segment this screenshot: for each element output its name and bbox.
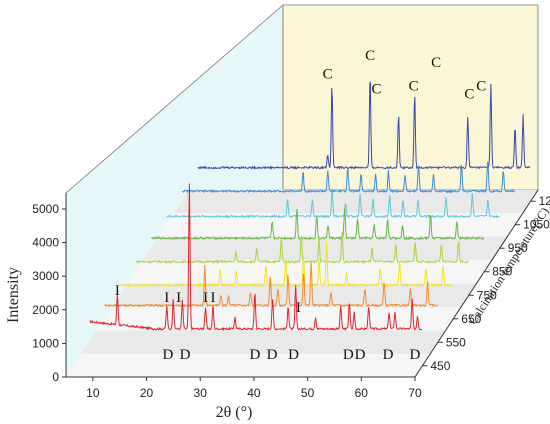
floor-band-1250 (173, 190, 539, 213)
floor-band-450 (66, 354, 431, 377)
depth-tick-label: 1050 (523, 218, 550, 232)
depth-tick-label: 850 (492, 265, 512, 279)
peak-label-D: D (343, 347, 354, 363)
series-line-450 (89, 183, 423, 332)
peak-label-C: C (372, 82, 382, 98)
series-line-750 (135, 231, 469, 265)
series-line-850 (151, 208, 485, 241)
ticks-layer: 10 20 30 40 50 60 70 0 1000 2000 3000 4000 5000 450 55… (32, 194, 550, 400)
peak-label-C: C (323, 67, 333, 83)
series-line-1250 (197, 81, 531, 171)
peak-label-I: I (176, 290, 181, 306)
x-tick-label: 40 (247, 386, 261, 400)
series-layer (89, 81, 531, 332)
peak-label-D: D (383, 347, 394, 363)
peak-label-D: D (355, 347, 366, 363)
series-line-550 (104, 261, 438, 308)
peak-label-D: D (249, 347, 260, 363)
axes-layer (65, 189, 539, 378)
peak-label-I: I (164, 290, 169, 306)
depth-tick-label: 550 (446, 335, 466, 349)
back-wall (282, 4, 539, 191)
peak-label-I: I (210, 290, 215, 306)
peak-label-D: D (162, 347, 173, 363)
peak-label-I: I (296, 300, 301, 316)
y-tick-label: 5000 (32, 202, 59, 216)
peak-label-C: C (431, 55, 441, 71)
depth-tick-label: 750 (477, 288, 497, 302)
x-tick-label: 20 (140, 386, 154, 400)
x-tick-label: 60 (355, 386, 369, 400)
peak-label-D: D (180, 347, 191, 363)
peak-label-D: D (288, 347, 299, 363)
series-line-1050 (182, 161, 516, 194)
series-line-950 (166, 190, 500, 219)
y-tick-label: 4000 (32, 236, 59, 250)
y-axis-title: Intensity (5, 267, 22, 323)
x-tick-label: 10 (86, 386, 100, 400)
peak-label-I: I (203, 290, 208, 306)
floor-band-850 (127, 259, 492, 284)
floor-band-950 (142, 236, 508, 260)
peak-label-C: C (464, 87, 474, 103)
depth-tick-label: 950 (508, 241, 528, 255)
depth-axis-line (414, 189, 539, 378)
y-tick-label: 1000 (32, 336, 59, 350)
x-tick-label: 50 (301, 386, 315, 400)
x-tick-label: 70 (408, 386, 422, 400)
peak-label-D: D (267, 347, 278, 363)
depth-tick-label: 650 (461, 312, 481, 326)
floor-band-550 (81, 330, 446, 355)
peak-label-C: C (476, 78, 486, 94)
x-tick-label: 30 (194, 386, 208, 400)
peak-label-D: D (409, 347, 420, 363)
y-tick-label: 3000 (32, 269, 59, 283)
x-axis-title: 2θ (°) (216, 404, 253, 421)
peak-label-C: C (365, 48, 375, 64)
y-tick-label: 0 (52, 370, 59, 384)
floor-band-650 (96, 307, 462, 331)
peak-label-I: I (115, 283, 120, 299)
peak-label-C: C (409, 78, 419, 94)
depth-tick-label: 1250 (539, 194, 550, 208)
series-line-650 (120, 241, 453, 288)
depth-tick-label: 450 (430, 359, 450, 373)
y-tick-label: 2000 (32, 303, 59, 317)
